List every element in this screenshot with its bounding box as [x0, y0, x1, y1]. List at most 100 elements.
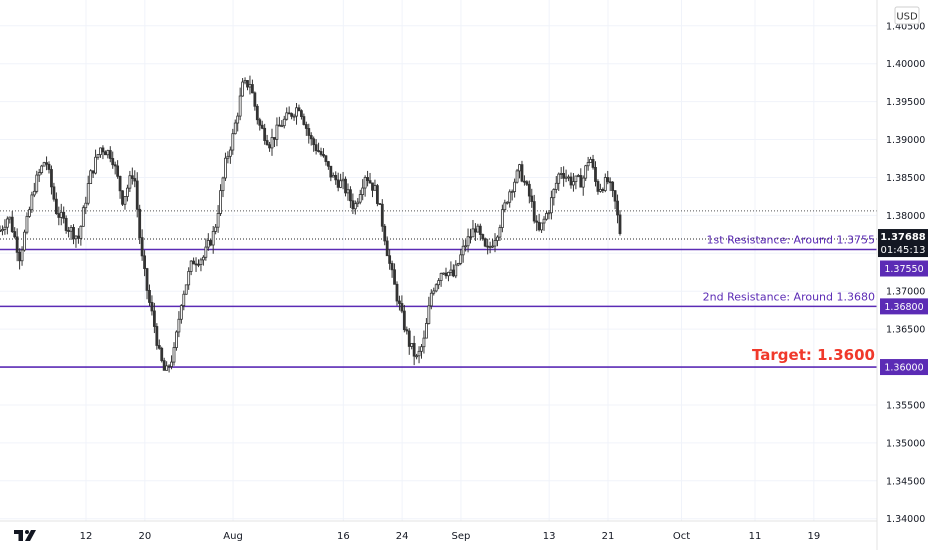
candle-body [383, 225, 387, 242]
candle-body [128, 175, 132, 189]
candle-body [574, 175, 578, 183]
candle-body [150, 302, 154, 312]
candle-body [101, 147, 105, 153]
candle-body [334, 175, 338, 181]
candle-body [238, 95, 242, 117]
candle-body [307, 128, 311, 136]
currency-badge[interactable]: USD [894, 6, 920, 25]
candle-body [530, 195, 534, 202]
candle-body [346, 189, 350, 194]
y-tick-label: 1.34000 [886, 514, 925, 525]
candle-body [549, 197, 553, 214]
candle-body [422, 337, 426, 348]
candle-body [30, 194, 34, 211]
candle-body [138, 208, 142, 239]
candle-body [236, 115, 240, 124]
level-price-badge [880, 359, 928, 376]
candle-body [295, 107, 298, 117]
candle-body [481, 234, 485, 240]
candle-body [312, 138, 316, 146]
candle-body [576, 175, 580, 177]
candle-body [351, 200, 355, 210]
x-tick-label: 20 [138, 531, 151, 542]
candle-body [111, 158, 115, 166]
candle-body [591, 159, 595, 168]
candle-body [466, 236, 470, 247]
time-axis[interactable]: 12 20 Aug 16 24 Sep 13 21 Oct 11 19 [0, 520, 877, 542]
candle-body [42, 162, 46, 167]
candle-body [275, 124, 279, 140]
candle-body [96, 154, 100, 158]
x-tick-label: 21 [602, 531, 615, 542]
candle-body [339, 180, 343, 188]
candle-body [300, 110, 303, 117]
candle-body [449, 269, 453, 273]
vertical-gridlines [85, 0, 815, 521]
x-tick-label: Sep [452, 531, 471, 542]
x-tick-label: 19 [807, 531, 820, 542]
candle-body [586, 162, 590, 167]
candle-body [508, 191, 512, 203]
candle-body [103, 151, 107, 156]
candle-body [356, 201, 360, 205]
candle-body [540, 222, 543, 231]
candle-body [314, 144, 318, 151]
candle-body [412, 342, 416, 357]
candle-body [302, 116, 306, 125]
candle-body [515, 170, 519, 183]
candle-body [106, 150, 110, 156]
candle-body [535, 220, 539, 223]
candle-body [483, 238, 487, 247]
price-axis[interactable]: 1.40500 1.40000 1.39500 1.39000 1.38500 1.380… [876, 0, 928, 550]
candle-body [20, 249, 24, 262]
candle-body [461, 245, 465, 256]
candle-body [510, 191, 514, 193]
candle-body [398, 300, 401, 304]
candle-body [375, 185, 379, 204]
y-tick-label: 1.37000 [886, 287, 925, 298]
logo-icon [14, 530, 36, 541]
x-tick-label: Aug [223, 531, 243, 542]
candle-body [456, 263, 460, 266]
candle-body [155, 326, 159, 346]
x-tick-label: 24 [396, 531, 409, 542]
candle-body [518, 164, 521, 172]
candle-body [523, 180, 526, 183]
candle-body [113, 164, 117, 167]
candle-body [589, 159, 592, 163]
horizontal-gridlines [0, 25, 877, 520]
candle-body [170, 361, 173, 367]
candle-body [81, 207, 85, 227]
candle-body [62, 211, 66, 219]
candle-body [417, 350, 421, 357]
candle-body [393, 269, 396, 285]
candle-body [285, 112, 289, 120]
candle-body [491, 245, 494, 248]
candle-body [40, 165, 44, 173]
candle-body [231, 133, 235, 151]
candle-body [326, 161, 330, 167]
candle-body [216, 213, 220, 228]
candle-body [373, 185, 377, 191]
candle-body [152, 310, 156, 327]
y-tick-label: 1.34500 [886, 476, 925, 487]
candle-body [505, 201, 509, 204]
candle-body [437, 280, 441, 286]
candle-body [424, 323, 428, 339]
candle-body [35, 174, 39, 192]
candle-body [258, 119, 262, 126]
x-tick-label: 13 [543, 531, 556, 542]
tradingview-logo[interactable] [0, 521, 932, 550]
candle-body [194, 263, 198, 266]
candle-body [451, 269, 455, 277]
candle-body [211, 230, 215, 246]
candle-body [116, 165, 120, 177]
candle-body [380, 203, 384, 227]
candle-body [123, 196, 127, 205]
candle-body [388, 255, 392, 264]
candle-body [405, 329, 409, 332]
candle-body [108, 150, 112, 159]
candle-body [547, 212, 551, 215]
candle-body [13, 231, 17, 238]
